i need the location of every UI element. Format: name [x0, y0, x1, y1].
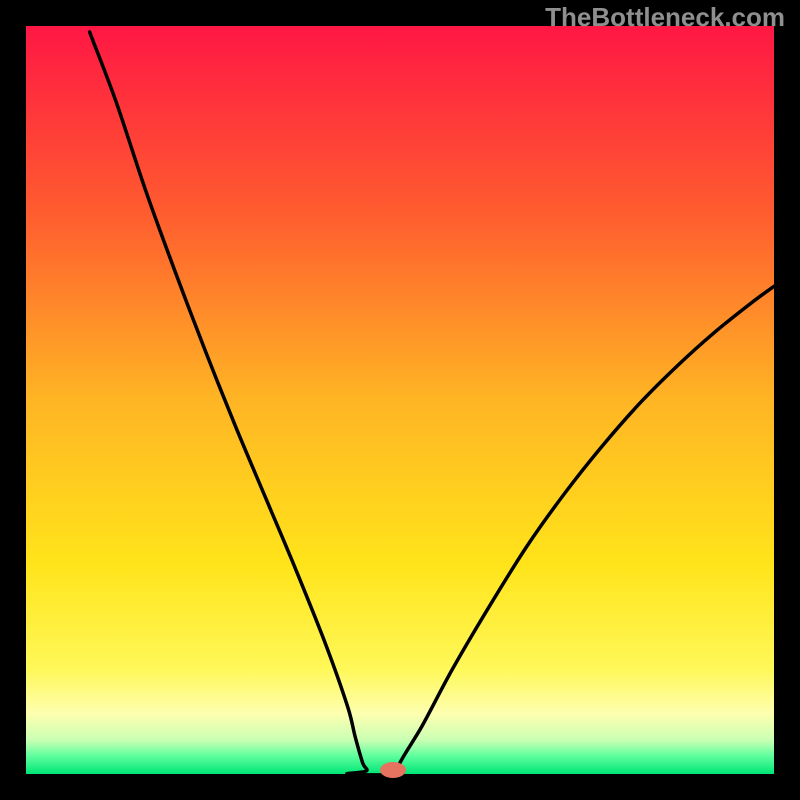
bottleneck-curve: [26, 26, 774, 774]
plot-area: [26, 26, 774, 774]
watermark-label: TheBottleneck.com: [545, 2, 785, 32]
watermark-text: TheBottleneck.com: [545, 2, 785, 33]
minimum-marker: [380, 762, 406, 778]
chart-frame: TheBottleneck.com: [0, 0, 800, 800]
